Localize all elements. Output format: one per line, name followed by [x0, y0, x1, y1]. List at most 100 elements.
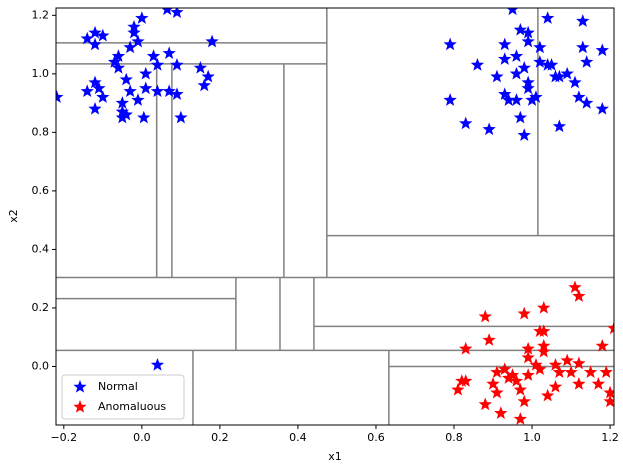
data-point [137, 110, 151, 124]
data-point [478, 397, 492, 411]
data-point [548, 379, 563, 393]
legend-marker [73, 400, 87, 413]
data-point [123, 84, 137, 98]
x-tick-label: 0.4 [289, 431, 307, 444]
data-point [521, 368, 535, 381]
data-point [541, 11, 555, 24]
data-point [127, 25, 141, 39]
data-point [533, 40, 547, 54]
data-point [139, 81, 153, 95]
data-point [572, 90, 586, 103]
legend-label: Normal [98, 380, 138, 393]
data-point [506, 8, 519, 16]
data-point [552, 365, 567, 378]
data-point [459, 116, 473, 130]
data-point [576, 14, 590, 27]
data-point [517, 394, 531, 408]
data-point [56, 90, 64, 103]
data-point [482, 333, 496, 346]
data-point [595, 338, 609, 352]
legend: Normal Anomaluous [61, 374, 185, 420]
data-point [548, 358, 563, 371]
data-point [537, 300, 551, 314]
data-point [490, 365, 504, 378]
data-point [517, 60, 531, 74]
plot-area [56, 8, 614, 425]
x-tick-label: −0.2 [50, 431, 77, 444]
data-point [583, 365, 598, 378]
data-point [96, 90, 110, 103]
x-tick-label: 1.0 [523, 431, 541, 444]
data-point [533, 362, 547, 376]
y-tick-label: 1.0 [32, 67, 50, 80]
data-point [494, 406, 508, 419]
data-point [115, 104, 129, 118]
data-point [501, 371, 516, 384]
data-point [572, 289, 586, 302]
data-point [197, 78, 211, 92]
data-point [170, 8, 184, 19]
legend-box [61, 374, 185, 420]
data-point [115, 96, 129, 109]
data-point [576, 40, 590, 54]
data-point [205, 34, 219, 48]
data-point [131, 34, 145, 48]
y-tick-label: 0.8 [32, 125, 50, 138]
data-point [123, 40, 137, 54]
legend-label: Anomaluous [98, 400, 166, 413]
x-tick-label: 0.6 [367, 431, 385, 444]
data-point [111, 49, 126, 62]
data-point [88, 37, 102, 51]
y-tick-label: 0.4 [32, 242, 50, 255]
data-point [513, 22, 528, 36]
data-point [501, 93, 516, 106]
data-point [139, 66, 153, 80]
data-point [88, 75, 102, 89]
data-point [482, 122, 496, 136]
data-point [509, 66, 524, 80]
data-point [80, 31, 94, 45]
data-point [509, 49, 524, 62]
data-point [505, 368, 520, 381]
data-point [513, 110, 528, 124]
data-point [552, 119, 567, 133]
y-axis-label: x2 [7, 209, 20, 223]
data-point [161, 8, 173, 16]
y-tick-label: 0.0 [32, 359, 50, 372]
data-point [591, 377, 606, 390]
data-point [451, 382, 465, 396]
data-point [80, 84, 94, 98]
data-point [146, 49, 161, 62]
data-point [170, 87, 184, 100]
data-point [498, 362, 512, 376]
data-point [498, 52, 512, 65]
data-point [603, 394, 614, 408]
data-point [170, 58, 184, 71]
x-tick-label: 1.2 [601, 431, 619, 444]
data-point [443, 93, 457, 106]
data-point [603, 385, 614, 399]
data-point [513, 412, 528, 425]
data-point [509, 374, 524, 387]
data-point [595, 101, 609, 115]
data-point [572, 377, 586, 390]
data-point [517, 128, 531, 141]
data-point [537, 324, 551, 338]
data-point [568, 280, 582, 294]
data-point [115, 110, 129, 124]
data-point [560, 66, 574, 80]
data-point [119, 107, 133, 121]
x-axis-label: x1 [328, 450, 342, 463]
data-point [525, 93, 539, 106]
data-point [92, 81, 106, 95]
data-point [509, 93, 524, 106]
data-point [521, 81, 535, 95]
data-point [513, 382, 528, 396]
data-point [521, 34, 535, 48]
data-point [552, 69, 567, 83]
data-point [580, 96, 594, 109]
data-point [193, 60, 208, 74]
data-point [443, 37, 457, 51]
data-point [560, 353, 574, 367]
